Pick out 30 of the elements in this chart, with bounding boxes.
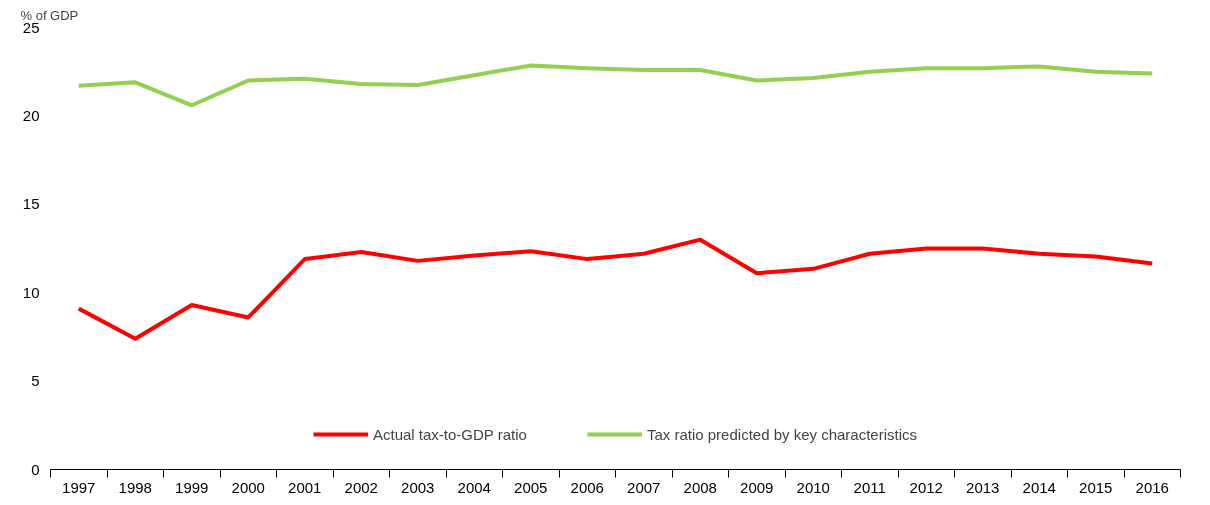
x-tick-label: 2008	[683, 478, 717, 496]
x-tick-label: 1999	[175, 478, 209, 496]
x-tick-label: 2001	[288, 478, 322, 496]
line-series	[76, 237, 1155, 341]
y-tick-label: 0	[31, 460, 40, 478]
x-tick-label: 2003	[401, 478, 435, 496]
y-tick-label: 20	[22, 106, 40, 124]
x-tick-label: 2005	[514, 478, 548, 496]
x-tick-label: 2009	[740, 478, 774, 496]
y-tick-label: 5	[31, 372, 40, 390]
x-tick-label: 2015	[1079, 478, 1113, 496]
x-tick-label: 2007	[627, 478, 661, 496]
x-tick-label: 1998	[118, 478, 152, 496]
x-tick-label: 2016	[1135, 478, 1169, 496]
x-tick-label: 2004	[457, 478, 491, 496]
legend-label: Actual tax-to-GDP ratio	[372, 425, 527, 443]
x-tick-label: 2006	[570, 478, 604, 496]
legend-label: Tax ratio predicted by key characteristics	[646, 425, 918, 443]
x-tick-label: 2012	[909, 478, 943, 496]
line-series	[76, 63, 1155, 108]
y-tick-label: 15	[22, 195, 40, 213]
x-tick-label: 2013	[966, 478, 1000, 496]
x-tick-label: 2011	[853, 478, 886, 496]
y-axis-title: % of GDP	[20, 7, 79, 23]
x-tick-label: 2014	[1022, 478, 1056, 496]
x-tick-label: 2000	[231, 478, 265, 496]
x-tick-label: 2010	[796, 478, 830, 496]
x-tick-label: 1997	[62, 478, 96, 496]
x-tick-label: 2002	[344, 478, 378, 496]
y-tick-label: 10	[22, 283, 40, 301]
